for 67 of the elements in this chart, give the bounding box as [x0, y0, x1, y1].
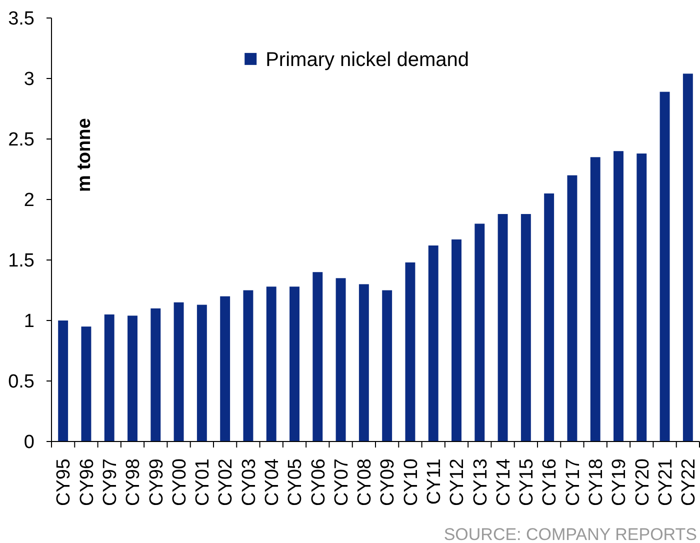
x-tick-label: CY08: [354, 458, 376, 506]
bar: [128, 316, 138, 442]
x-tick-label: CY03: [238, 458, 260, 506]
x-tick-label: CY07: [331, 458, 352, 506]
y-tick-label: 0: [24, 432, 34, 454]
x-tick-label: CY04: [262, 458, 284, 506]
legend-label: Primary nickel demand: [266, 48, 470, 71]
bar: [544, 193, 554, 442]
bar: [452, 239, 462, 442]
x-tick-label: CY01: [192, 458, 214, 506]
bar: [336, 278, 346, 442]
bar: [290, 286, 300, 442]
y-tick-label: 2.5: [8, 130, 34, 151]
x-tick-label: CY09: [378, 458, 399, 506]
bar: [498, 214, 508, 442]
bar: [682, 74, 693, 442]
x-tick-label: CY22: [678, 458, 700, 506]
bar: [614, 151, 624, 442]
bar: [590, 157, 600, 442]
y-tick-label: 0.5: [8, 372, 34, 393]
x-tick-label: CY21: [655, 458, 676, 506]
x-tick-label: CY14: [493, 458, 514, 506]
y-tick-label: 3: [24, 69, 34, 90]
x-tick-label: CY20: [632, 458, 654, 506]
x-tick-label: CY16: [540, 458, 561, 506]
x-tick-label: CY05: [285, 458, 306, 506]
x-tick-label: CY13: [470, 458, 492, 506]
x-tick-label: CY12: [447, 458, 468, 506]
y-tick-label: 1.5: [8, 250, 34, 272]
bar: [220, 296, 230, 442]
x-tick-label: CY97: [100, 458, 122, 506]
x-tick-label: CY99: [146, 458, 168, 506]
x-tick-label: CY98: [123, 458, 144, 506]
y-tick-label: 1: [24, 311, 34, 332]
bar: [150, 308, 161, 442]
bar: [405, 262, 416, 442]
bar: [266, 286, 276, 442]
bar: [243, 290, 254, 442]
x-tick-label: CY18: [586, 458, 608, 506]
bar: [58, 320, 68, 442]
bar: [358, 284, 369, 442]
x-tick-label: CY00: [169, 458, 190, 506]
bar: [567, 175, 578, 442]
bar: [428, 245, 438, 442]
x-tick-label: CY19: [609, 458, 630, 506]
bar: [81, 326, 92, 442]
bar: [636, 154, 647, 442]
source-note: SOURCE: COMPANY REPORTS: [444, 525, 697, 543]
x-tick-label: CY10: [400, 458, 422, 506]
y-axis-title: m tonne: [74, 118, 95, 192]
bar: [474, 224, 485, 442]
x-tick-label: CY96: [76, 458, 98, 506]
bar: [196, 304, 207, 442]
x-tick-label: CY95: [54, 458, 75, 506]
x-tick-label: CY06: [308, 458, 330, 506]
bar: [520, 214, 531, 442]
bar: [104, 314, 114, 442]
x-tick-label: CY11: [424, 458, 446, 505]
bar: [312, 272, 323, 442]
x-tick-label: CY02: [216, 458, 237, 506]
bar: [174, 302, 184, 442]
bar: [382, 290, 392, 442]
x-tick-label: CY17: [562, 458, 584, 506]
x-tick-label: CY15: [516, 458, 538, 506]
y-tick-label: 3.5: [8, 8, 34, 30]
y-tick-label: 2: [24, 190, 34, 212]
bar: [660, 92, 670, 442]
